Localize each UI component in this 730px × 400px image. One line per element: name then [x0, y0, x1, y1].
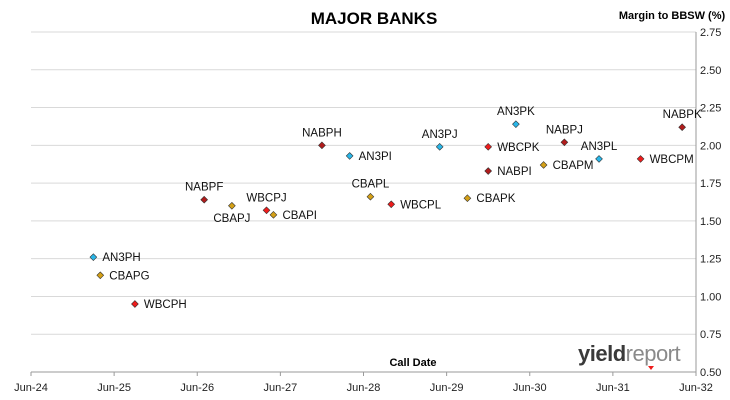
data-point — [484, 167, 493, 175]
point-label: AN3PH — [102, 252, 140, 264]
data-point — [595, 155, 603, 163]
data-point — [366, 192, 375, 201]
point-label: CBAPG — [109, 270, 149, 282]
x-tick-label: Jun-30 — [513, 382, 547, 394]
x-tick-labels: Jun-24 Jun-25 Jun-26 Jun-27 Jun-28 Jun-29 Jun-… — [14, 372, 713, 394]
y-tick-label: 0.50 — [700, 367, 721, 379]
point-label: AN3PL — [581, 141, 618, 153]
point-label: AN3PK — [497, 106, 535, 118]
point-label: WBCPK — [497, 142, 540, 154]
x-axis-title: Call Date — [389, 357, 436, 369]
yieldreport-logo: yieldreport — [578, 341, 681, 370]
point-label: WBCPL — [400, 199, 442, 211]
point-label: NABPK — [663, 109, 702, 121]
y-tick-label: 1.00 — [700, 291, 721, 303]
data-point — [539, 161, 548, 169]
y-axis-title: Margin to BBSW (%) — [619, 10, 726, 22]
x-tick-label: Jun-29 — [430, 382, 464, 394]
data-point — [512, 120, 520, 129]
x-tick-label: Jun-32 — [679, 382, 713, 394]
point-label: WBCPM — [650, 154, 694, 166]
data-point — [200, 195, 209, 204]
y-tick-labels: 0.50 0.75 1.00 1.25 1.50 1.75 2.00 2.25 2.50 2.75 — [700, 27, 721, 379]
point-label: AN3PI — [359, 151, 392, 163]
data-point — [318, 141, 326, 150]
point-label: NABPH — [302, 127, 342, 139]
data-point — [262, 206, 271, 215]
data-point — [345, 152, 354, 160]
x-tick-label: Jun-26 — [180, 382, 214, 394]
point-labels: AN3PH CBAPG WBCPH NABPF CBAPJ WBCPJ CBAPI NABPH… — [102, 106, 702, 311]
data-point — [269, 211, 278, 219]
point-label: NABPF — [185, 182, 223, 194]
data-points — [89, 120, 686, 308]
point-label: CBAPI — [282, 210, 317, 222]
data-point — [678, 123, 686, 132]
point-label: CBAPM — [553, 160, 594, 172]
x-tick-label: Jun-25 — [97, 382, 131, 394]
x-tick-label: Jun-24 — [14, 382, 48, 394]
y-tick-label: 1.75 — [700, 178, 721, 190]
logo-marker-icon — [648, 366, 654, 370]
data-point — [131, 300, 139, 308]
y-tick-label: 1.25 — [700, 254, 721, 266]
point-label: CBAPL — [352, 179, 390, 191]
grid-lines — [31, 31, 696, 335]
point-label: CBAPJ — [213, 213, 250, 225]
svg-text:yieldreport: yieldreport — [578, 341, 680, 366]
x-tick-label: Jun-31 — [596, 382, 630, 394]
point-label: AN3PJ — [422, 129, 458, 141]
logo-text-light: report — [626, 341, 681, 366]
data-point — [435, 143, 444, 151]
data-point — [560, 138, 569, 147]
x-tick-label: Jun-27 — [264, 382, 298, 394]
y-tick-label: 2.75 — [700, 27, 721, 39]
data-point — [463, 194, 472, 203]
point-label: WBCPH — [144, 299, 187, 311]
point-label: CBAPK — [476, 193, 515, 205]
y-tick-label: 2.50 — [700, 65, 721, 77]
y-tick-label: 2.25 — [700, 103, 721, 115]
y-tick-label: 0.75 — [700, 329, 721, 341]
y-tick-label: 1.50 — [700, 216, 721, 228]
data-point — [636, 155, 645, 163]
chart-title: MAJOR BANKS — [311, 9, 438, 28]
data-point — [484, 143, 493, 151]
point-label: WBCPJ — [246, 192, 286, 204]
x-tick-label: Jun-28 — [347, 382, 381, 394]
point-label: NABPI — [497, 166, 532, 178]
logo-text-bold: yield — [578, 341, 626, 366]
data-point — [96, 271, 105, 280]
data-point — [228, 201, 236, 210]
data-point — [89, 253, 98, 261]
point-label: NABPJ — [546, 124, 583, 136]
y-tick-label: 2.00 — [700, 140, 721, 152]
data-point — [387, 200, 396, 209]
